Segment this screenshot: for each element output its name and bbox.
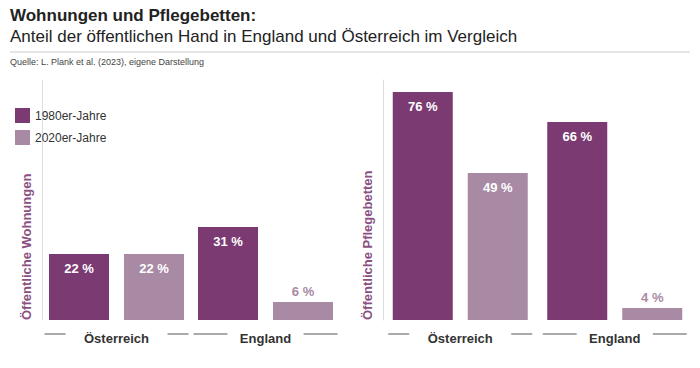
svg-text:Wohnungen und Pflegebetten:: Wohnungen und Pflegebetten: xyxy=(10,6,256,25)
svg-text:6 %: 6 % xyxy=(292,284,315,299)
svg-text:England: England xyxy=(589,331,640,346)
svg-text:66 %: 66 % xyxy=(562,129,592,144)
svg-text:76 %: 76 % xyxy=(408,99,438,114)
svg-text:49 %: 49 % xyxy=(483,180,513,195)
svg-text:Österreich: Österreich xyxy=(428,331,493,346)
svg-text:Öffentliche Wohnungen: Öffentliche Wohnungen xyxy=(19,174,34,320)
svg-text:England: England xyxy=(240,331,291,346)
svg-text:1980er-Jahre: 1980er-Jahre xyxy=(35,109,107,123)
svg-text:Quelle: L. Plank et al. (2023): Quelle: L. Plank et al. (2023), eigene D… xyxy=(10,57,204,67)
svg-text:Anteil der öffentlichen Hand i: Anteil der öffentlichen Hand in England … xyxy=(10,27,517,46)
svg-text:Österreich: Österreich xyxy=(84,331,149,346)
svg-text:22 %: 22 % xyxy=(64,261,94,276)
svg-text:Öffentliche Pflegebetten: Öffentliche Pflegebetten xyxy=(360,170,375,320)
svg-text:2020er-Jahre: 2020er-Jahre xyxy=(35,131,107,145)
svg-text:4 %: 4 % xyxy=(641,290,664,305)
svg-text:31 %: 31 % xyxy=(213,234,243,249)
svg-text:22 %: 22 % xyxy=(139,261,169,276)
